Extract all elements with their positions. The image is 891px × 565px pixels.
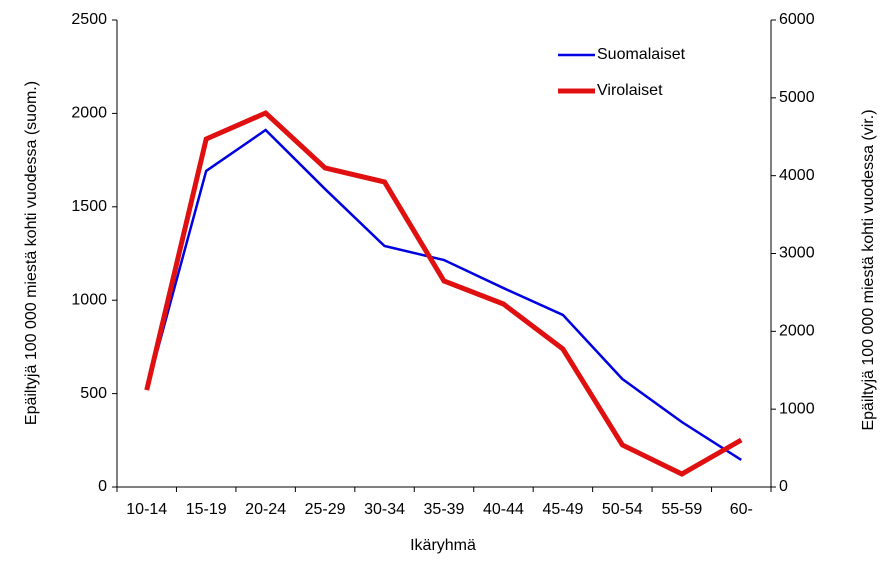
x-tick-label: 40-44	[483, 501, 524, 518]
x-axis-label: Ikäryhmä	[410, 537, 476, 554]
y-tick-label: 500	[80, 385, 107, 402]
x-tick-label: 10-14	[126, 501, 167, 518]
x-tick-label: 35-39	[424, 501, 465, 518]
y-axis-label: Epäiltyjä 100 000 miestä kohti vuodessa …	[23, 81, 40, 425]
y2-tick-label: 6000	[779, 11, 815, 28]
y-tick-label: 1000	[71, 291, 107, 308]
line-series	[145, 128, 742, 461]
y2-tick-label: 5000	[779, 89, 815, 106]
x-tick-label: 20-24	[245, 501, 286, 518]
y2-tick-label: 1000	[779, 400, 815, 417]
y2-tick-label: 0	[779, 478, 788, 495]
legend-label: Virolaiset	[597, 82, 663, 99]
y2-tick-label: 4000	[779, 167, 815, 184]
x-tick-label: 25-29	[305, 501, 346, 518]
x-tick-label: 55-59	[661, 501, 702, 518]
y2-tick-label: 2000	[779, 323, 815, 340]
x-tick-label: 50-54	[602, 501, 643, 518]
x-tick-label: 15-19	[186, 501, 227, 518]
y2-axis-label: Epäiltyjä 100 000 miestä kohti vuodessa …	[860, 109, 877, 430]
x-tick-label: 45-49	[542, 501, 583, 518]
y-tick-label: 2000	[71, 105, 107, 122]
x-tick-label: 30-34	[364, 501, 405, 518]
y-tick-label: 2500	[71, 11, 107, 28]
y-tick-label: 1500	[71, 198, 107, 215]
line-series	[144, 110, 743, 477]
y-tick-label: 0	[98, 478, 107, 495]
y2-tick-label: 3000	[779, 245, 815, 262]
legend-label: Suomalaiset	[597, 46, 686, 63]
x-tick-label: 60-	[730, 501, 753, 518]
